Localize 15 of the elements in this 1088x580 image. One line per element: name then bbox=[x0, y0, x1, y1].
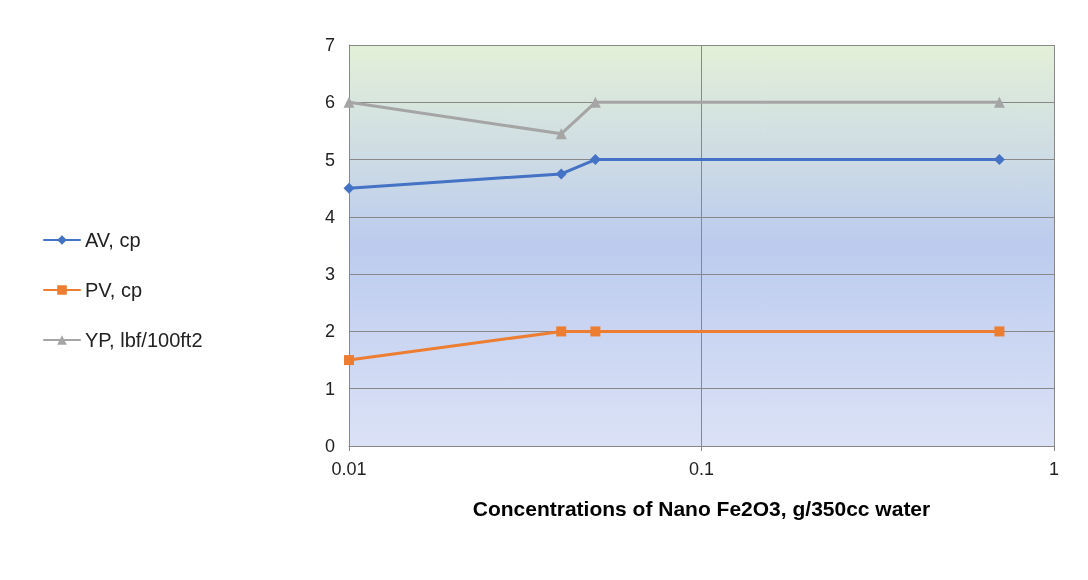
x-tick-label: 1 bbox=[1048, 459, 1060, 479]
legend-label: PV, cp bbox=[85, 279, 143, 301]
x-tick-label: 0.1 bbox=[688, 459, 715, 479]
y-tick-label: 4 bbox=[324, 206, 335, 227]
y-tick-label: 6 bbox=[324, 92, 335, 113]
y-tick-label: 0 bbox=[324, 436, 335, 456]
y-tick-label: 7 bbox=[324, 35, 335, 55]
y-tick-label: 1 bbox=[324, 378, 335, 399]
y-tick-label: 5 bbox=[324, 149, 335, 170]
y-tick-label: 2 bbox=[324, 321, 335, 342]
x-tick-label: 0.01 bbox=[331, 459, 367, 479]
legend-label: AV, cp bbox=[85, 229, 141, 251]
x-axis-title: Concentrations of Nano Fe2O3, g/350cc water bbox=[472, 497, 931, 520]
legend-label: YP, lbf/100ft2 bbox=[85, 329, 203, 351]
y-tick-label: 3 bbox=[324, 264, 335, 285]
